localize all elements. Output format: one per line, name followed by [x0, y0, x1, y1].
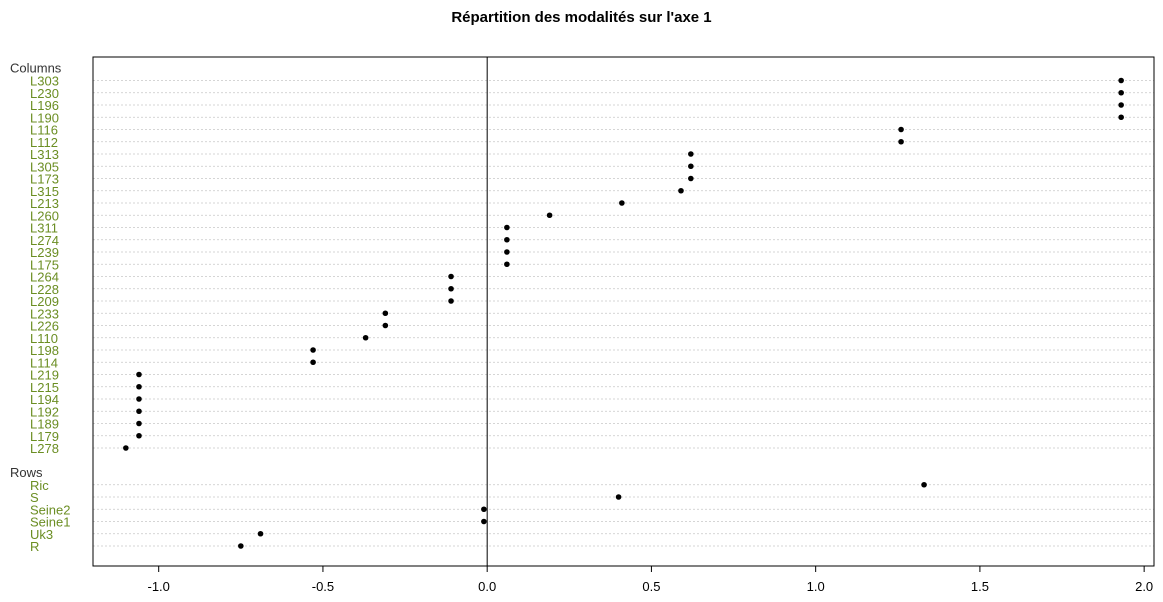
data-point — [136, 420, 142, 427]
row-label: L213 — [30, 196, 59, 211]
x-axis: -1.0 -0.5 0.0 0.5 1.0 1.5 2.0 — [147, 566, 1153, 594]
row-label: L260 — [30, 208, 59, 223]
data-point — [504, 261, 510, 268]
row-label: L194 — [30, 392, 59, 407]
data-point — [481, 506, 487, 513]
row-label: L173 — [30, 172, 59, 187]
data-point — [257, 530, 264, 537]
data-point — [136, 432, 142, 439]
data-point — [615, 494, 622, 500]
data-point — [678, 187, 684, 194]
row-label: Ric — [30, 478, 49, 493]
row-label: L239 — [30, 245, 59, 260]
row-label: L175 — [30, 257, 59, 272]
row-label: L230 — [30, 86, 59, 101]
x-tick-label: 0.5 — [642, 579, 660, 594]
x-tick-label: 0.0 — [478, 579, 496, 594]
data-point — [688, 163, 694, 170]
data-point — [504, 249, 510, 255]
data-point — [481, 518, 487, 525]
row-label: L179 — [30, 429, 59, 444]
data-point — [310, 347, 316, 353]
grid-lines — [93, 80, 1154, 547]
data-point — [136, 408, 142, 415]
row-label: L315 — [30, 184, 59, 199]
data-point — [688, 175, 694, 182]
row-label: L215 — [30, 380, 59, 395]
data-point — [1118, 89, 1124, 96]
data-point — [504, 236, 510, 243]
row-labels: ColumnsL303L230L196L190L116L112L313L305L… — [10, 61, 70, 555]
data-point — [1118, 102, 1124, 108]
x-tick-label: 2.0 — [1135, 579, 1153, 594]
data-point — [921, 481, 927, 488]
row-label: L112 — [30, 135, 58, 150]
row-label: R — [30, 539, 39, 554]
data-point — [1118, 114, 1124, 121]
data-point — [136, 383, 142, 390]
data-point — [619, 200, 625, 206]
plot-frame — [92, 56, 1155, 567]
row-label: L189 — [30, 417, 59, 432]
data-point — [382, 310, 389, 317]
data-point — [238, 543, 244, 549]
data-point — [1118, 77, 1124, 84]
row-label: L264 — [30, 270, 59, 285]
data-point — [382, 322, 389, 329]
row-label: L313 — [30, 147, 59, 162]
group-label: Columns — [10, 61, 62, 76]
row-label: Seine2 — [30, 502, 70, 517]
row-label: L114 — [30, 355, 58, 370]
row-label: L110 — [30, 331, 58, 346]
data-point — [688, 151, 694, 157]
row-label: L311 — [30, 221, 58, 236]
row-label: L198 — [30, 343, 59, 358]
data-point — [310, 359, 316, 366]
chart-title: Répartition des modalités sur l'axe 1 — [451, 9, 712, 26]
data-point — [898, 138, 904, 145]
data-point — [123, 445, 129, 451]
row-label: L278 — [30, 441, 59, 456]
row-label: L192 — [30, 404, 59, 419]
row-label: L196 — [30, 98, 59, 113]
x-tick-label: 1.5 — [971, 579, 989, 594]
data-point — [504, 224, 510, 231]
x-tick-label: -0.5 — [312, 579, 334, 594]
x-tick-label: -1.0 — [147, 579, 169, 594]
data-point — [362, 334, 369, 341]
data-point — [136, 371, 142, 378]
data-point — [448, 273, 454, 280]
row-label: L219 — [30, 368, 59, 383]
row-label: L228 — [30, 282, 59, 297]
row-label: L274 — [30, 233, 59, 248]
row-label: L303 — [30, 74, 59, 89]
data-point — [448, 285, 454, 292]
row-label: L226 — [30, 319, 59, 334]
data-points — [123, 77, 1124, 549]
row-label: Seine1 — [30, 515, 70, 530]
row-label: L190 — [30, 110, 59, 125]
row-label: L116 — [30, 123, 58, 138]
row-label: L233 — [30, 306, 59, 321]
data-point — [448, 298, 454, 304]
x-tick-label: 1.0 — [807, 579, 825, 594]
data-point — [898, 126, 904, 133]
data-point — [136, 396, 142, 402]
row-label: L305 — [30, 159, 59, 174]
data-point — [546, 212, 553, 219]
group-label: Rows — [10, 465, 43, 480]
row-label: Uk3 — [30, 527, 53, 542]
row-label: L209 — [30, 294, 59, 309]
row-label: S — [30, 490, 39, 505]
